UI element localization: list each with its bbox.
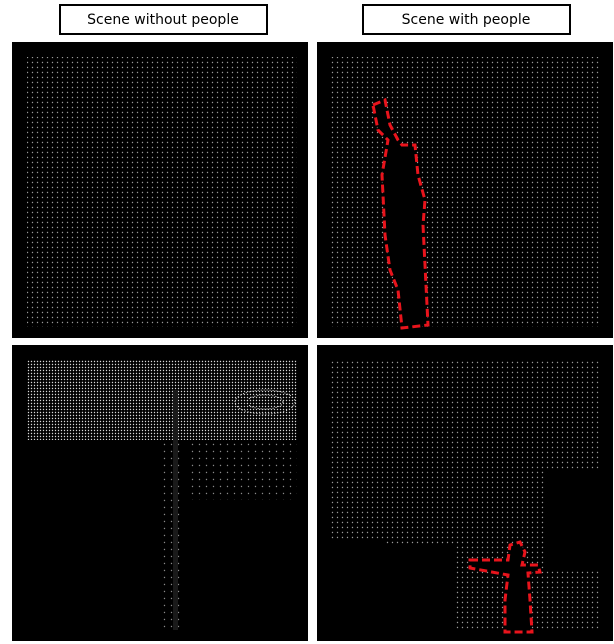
panel [317,345,613,641]
panel [12,42,308,338]
header-label: Scene with people [402,12,531,28]
figure: Scene without people Scene with people [0,0,614,644]
panel [317,42,613,338]
header-label: Scene without people [87,12,239,28]
panel [12,345,308,641]
